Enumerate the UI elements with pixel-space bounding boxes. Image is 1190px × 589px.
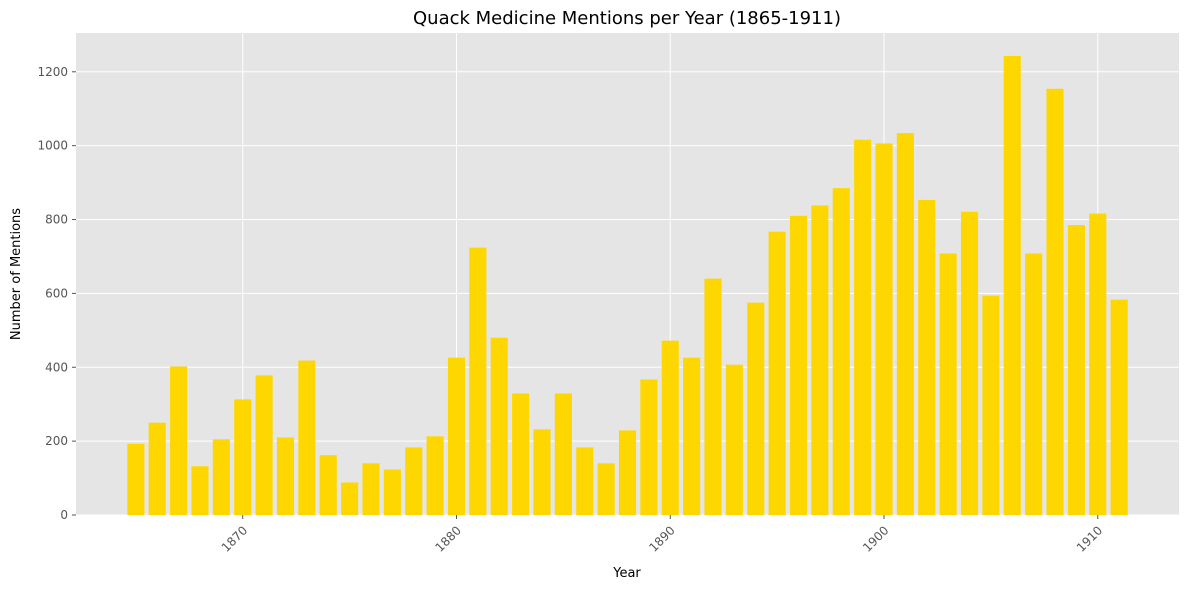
y-tick-label: 1200 bbox=[37, 65, 68, 79]
bar-1871 bbox=[255, 375, 273, 515]
bar-1872 bbox=[276, 437, 295, 515]
x-axis-label: Year bbox=[612, 566, 641, 581]
bar-1894 bbox=[747, 302, 765, 515]
bar-1868 bbox=[191, 466, 209, 515]
x-tick-label: 1880 bbox=[433, 523, 464, 554]
bar-1881 bbox=[469, 247, 487, 516]
bar-1883 bbox=[512, 393, 530, 515]
bar-1911 bbox=[1110, 299, 1128, 515]
bar-1884 bbox=[533, 429, 551, 515]
bar-1905 bbox=[982, 295, 1000, 515]
bar-1870 bbox=[234, 399, 252, 515]
y-tick-label: 400 bbox=[45, 360, 68, 374]
bar-1891 bbox=[683, 357, 701, 515]
bar-1902 bbox=[918, 199, 936, 515]
chart-title: Quack Medicine Mentions per Year (1865-1… bbox=[413, 8, 841, 29]
bar-1909 bbox=[1067, 225, 1085, 515]
x-axis-ticks: 1870 1880 1890 1900 1910 bbox=[219, 515, 1105, 555]
bar-1885 bbox=[554, 393, 572, 515]
bar-1869 bbox=[212, 439, 230, 515]
bar-1867 bbox=[170, 366, 188, 515]
bar-1910 bbox=[1089, 213, 1107, 515]
bar-1893 bbox=[725, 364, 743, 515]
x-tick-label: 1870 bbox=[219, 523, 250, 554]
bar-1866 bbox=[148, 422, 166, 515]
bar-1899 bbox=[854, 139, 872, 515]
bar-1904 bbox=[960, 211, 979, 515]
bar-1880 bbox=[447, 357, 466, 515]
y-tick-label: 1000 bbox=[37, 139, 68, 153]
bar-1897 bbox=[811, 205, 829, 515]
bar-1898 bbox=[832, 188, 850, 515]
bar-1888 bbox=[618, 430, 637, 515]
y-tick-label: 0 bbox=[60, 508, 68, 522]
y-tick-label: 200 bbox=[45, 434, 68, 448]
y-axis-label: Number of Mentions bbox=[9, 208, 24, 340]
x-tick-label: 1910 bbox=[1074, 523, 1105, 554]
bar-1906 bbox=[1003, 55, 1021, 515]
bar-1875 bbox=[341, 482, 359, 515]
bar-1882 bbox=[490, 337, 508, 515]
bar-1890 bbox=[661, 340, 679, 515]
bar-1903 bbox=[939, 253, 957, 515]
y-tick-label: 800 bbox=[45, 213, 68, 227]
bar-1900 bbox=[875, 143, 893, 515]
bar-1892 bbox=[704, 278, 722, 515]
bar-1895 bbox=[768, 231, 786, 515]
bar-1878 bbox=[405, 447, 423, 515]
bar-1879 bbox=[426, 436, 444, 515]
bar-1874 bbox=[319, 455, 337, 515]
y-axis-ticks: 0 200 400 600 800 1000 1200 bbox=[37, 65, 76, 522]
x-tick-label: 1890 bbox=[646, 523, 677, 554]
x-tick-label: 1900 bbox=[860, 523, 891, 554]
bars-group bbox=[127, 55, 1128, 516]
bar-1873 bbox=[298, 360, 316, 515]
bar-1901 bbox=[896, 133, 914, 515]
bar-1877 bbox=[383, 469, 401, 515]
bar-1907 bbox=[1025, 253, 1043, 515]
bar-1876 bbox=[362, 463, 380, 515]
bar-1887 bbox=[597, 463, 615, 515]
y-tick-label: 600 bbox=[45, 286, 68, 300]
bar-1865 bbox=[127, 443, 145, 515]
bar-1896 bbox=[789, 215, 808, 516]
bar-1886 bbox=[576, 447, 594, 515]
bar-1908 bbox=[1046, 88, 1064, 516]
bar-1889 bbox=[640, 379, 658, 515]
